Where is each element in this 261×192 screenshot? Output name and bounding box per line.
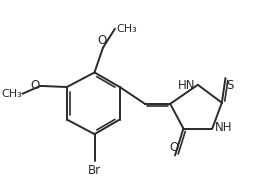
Text: S: S <box>227 79 234 92</box>
Text: NH: NH <box>215 121 233 134</box>
Text: CH₃: CH₃ <box>116 24 137 34</box>
Text: O: O <box>97 34 106 47</box>
Text: Br: Br <box>88 164 101 177</box>
Text: O: O <box>30 79 39 92</box>
Text: CH₃: CH₃ <box>1 89 22 99</box>
Text: O: O <box>169 141 179 154</box>
Text: HN: HN <box>177 79 195 92</box>
